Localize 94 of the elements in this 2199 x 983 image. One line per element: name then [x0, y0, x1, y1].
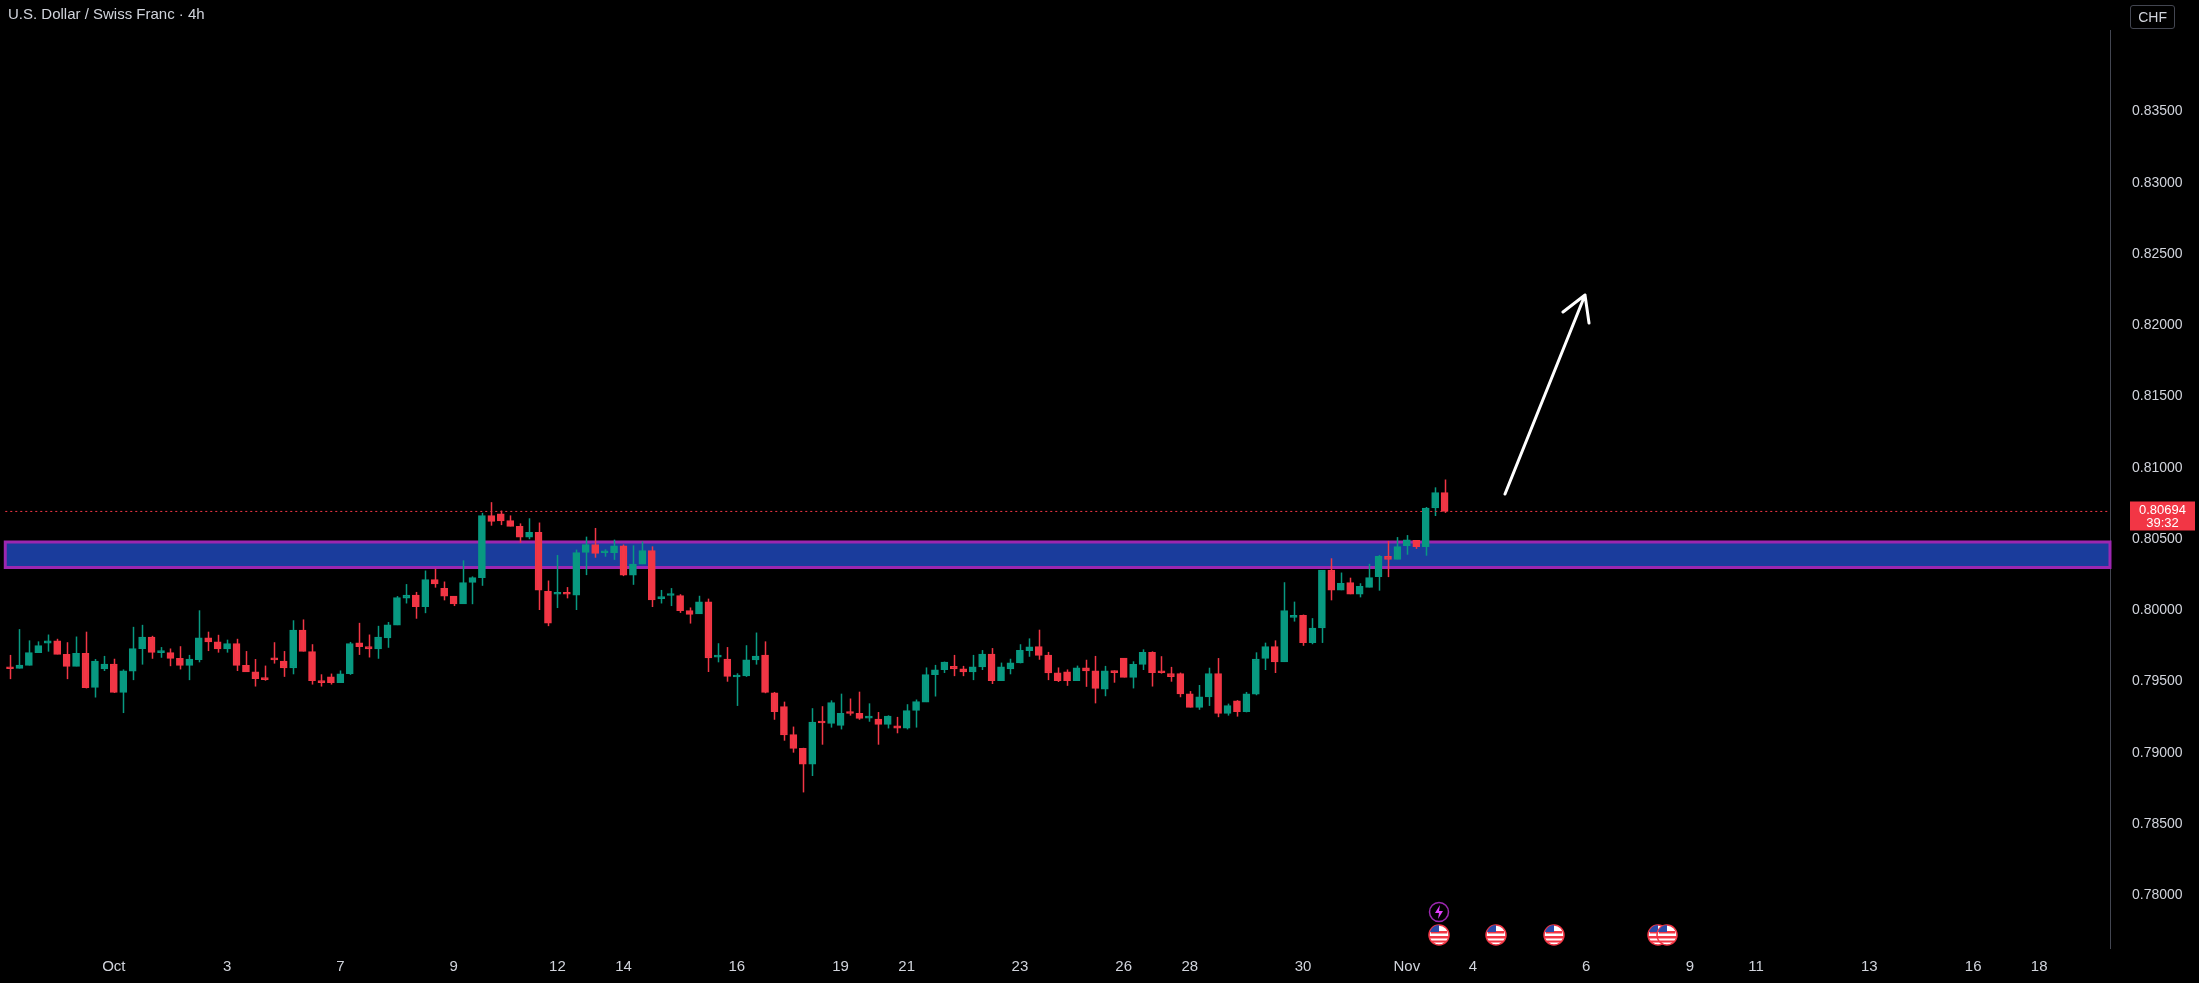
x-tick-label: 18 [2030, 957, 2048, 975]
candlestick [128, 626, 137, 681]
x-tick-label: Nov [1393, 957, 1421, 975]
candlestick [364, 633, 373, 659]
candlestick [789, 725, 798, 754]
y-tick-label: 0.82000 [2132, 316, 2183, 333]
candlestick [1082, 659, 1090, 688]
candlestick [714, 642, 722, 664]
candlestick [770, 691, 779, 721]
candlestick [119, 668, 128, 714]
candlestick [1044, 651, 1053, 681]
candlestick [949, 654, 958, 677]
candlestick [1440, 478, 1449, 514]
candlestick [383, 621, 392, 649]
candlestick [1308, 617, 1317, 645]
candlestick [1176, 671, 1185, 698]
candlestick [515, 522, 524, 544]
candlestick [742, 644, 751, 678]
candlestick [430, 567, 439, 589]
candlestick [147, 635, 156, 660]
candlestick [232, 638, 241, 672]
candlestick [1204, 666, 1213, 707]
candlestick [978, 649, 986, 671]
candlestick [1327, 557, 1336, 602]
x-tick-label: 9 [1685, 957, 1695, 975]
text: CHF [2130, 5, 2175, 29]
candlestick [751, 631, 760, 666]
candlestick [194, 609, 203, 664]
y-tick-label: 0.80500 [2132, 529, 2183, 546]
y-tick-label: 0.79000 [2132, 743, 2183, 760]
candlestick [798, 747, 807, 794]
candlestick [553, 554, 562, 609]
candlestick [412, 591, 420, 620]
candlestick [610, 538, 618, 561]
x-tick-label: 3 [222, 957, 232, 975]
y-tick-label: 0.83500 [2132, 102, 2183, 119]
candlestick [402, 583, 411, 605]
y-tick-label: 0.82500 [2132, 244, 2183, 261]
candlestick [6, 654, 14, 680]
x-tick-label: 16 [1964, 957, 1982, 975]
candlestick [865, 702, 873, 723]
x-tick-label: 30 [1294, 957, 1312, 975]
x-tick-label: 14 [615, 957, 632, 975]
candlestick [251, 658, 260, 688]
x-tick-label: 16 [728, 957, 746, 975]
candlestick [15, 628, 24, 670]
candlestick [1034, 628, 1043, 661]
x-tick-label: 11 [1748, 957, 1764, 975]
x-tick-label: 19 [832, 957, 849, 975]
candlestick [1270, 639, 1279, 674]
x-tick-label: 23 [1011, 957, 1029, 975]
x-tick-label: Oct [102, 957, 127, 975]
candlestick [176, 645, 184, 671]
candlestick [62, 641, 71, 680]
candlestick [1384, 540, 1392, 578]
candlestick [138, 624, 146, 666]
candlestick [204, 630, 213, 652]
candlestick [723, 646, 732, 683]
candlestick [1261, 641, 1270, 671]
candlestick [185, 654, 194, 681]
candlestick [968, 654, 977, 681]
text: 39:32 [2146, 515, 2179, 531]
candlestick [1289, 600, 1298, 623]
x-tick-label: 6 [1582, 957, 1591, 975]
candlestick [874, 711, 883, 746]
x-tick-label: 7 [336, 957, 345, 975]
x-tick-label: 13 [1860, 957, 1878, 975]
y-tick-label: 0.78000 [2132, 886, 2183, 903]
x-tick-label: 26 [1115, 957, 1133, 975]
y-tick-label: 0.81500 [2132, 387, 2183, 404]
candlestick [1195, 684, 1204, 711]
candlestick [525, 517, 533, 540]
candlestick [581, 535, 590, 576]
candlestick [629, 544, 637, 586]
x-tick-label: 12 [549, 957, 566, 975]
candlestick [279, 650, 288, 678]
candlestick [298, 618, 307, 653]
y-tick-label: 0.78500 [2132, 814, 2183, 831]
x-tick-label: 28 [1181, 957, 1199, 975]
y-tick-label: 0.80000 [2132, 601, 2183, 618]
candlestick [855, 690, 864, 721]
chart-title: U.S. Dollar / Swiss Franc · 4h [8, 5, 205, 22]
y-tick-label: 0.79500 [2132, 672, 2183, 689]
candlestick [1138, 648, 1147, 671]
x-tick-label: 4 [1468, 957, 1478, 975]
y-tick-label: 0.83000 [2132, 173, 2183, 190]
candlestick [1374, 554, 1383, 592]
candlestick [902, 703, 911, 731]
candlestick [1091, 655, 1100, 705]
x-tick-label: 21 [898, 957, 915, 975]
candlestick [836, 692, 845, 731]
ref-line-label: 0.80694 [2139, 502, 2186, 518]
y-tick-label: 0.81000 [2132, 458, 2183, 475]
x-tick-label: 9 [449, 957, 458, 975]
